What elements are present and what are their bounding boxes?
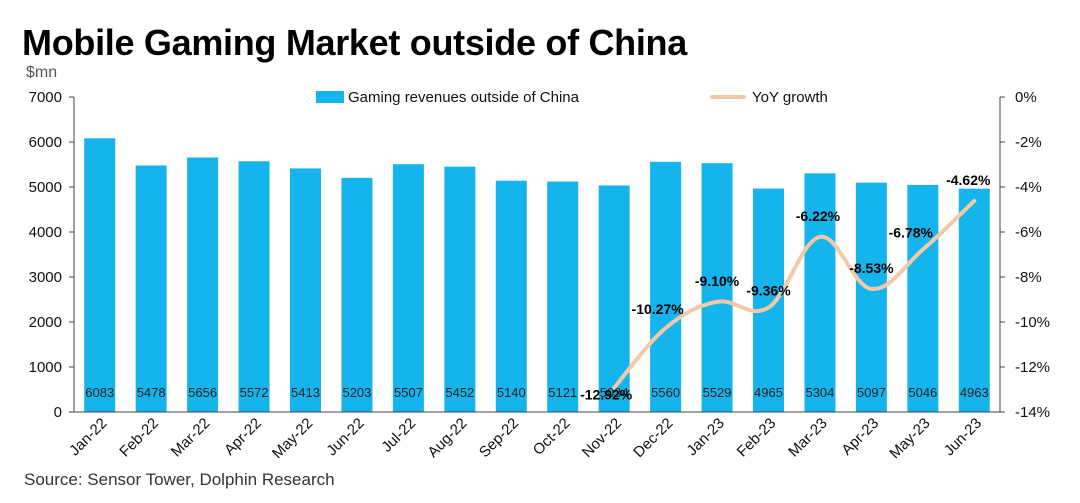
bar: [135, 165, 167, 412]
bar-value-label: 5560: [651, 385, 680, 400]
x-tick-label: May-22: [269, 415, 316, 462]
bar: [84, 138, 116, 412]
x-tick-label: May-23: [886, 415, 933, 462]
y-right-tick-label: -8%: [1015, 269, 1042, 286]
bar: [650, 161, 682, 412]
legend-bar-swatch: [316, 91, 344, 103]
y-axis-unit-label: $mn: [26, 64, 58, 81]
y-left-tick-label: 0: [54, 404, 62, 421]
line-layer: -12.92% -10.27% -9.10% -9.36% -6.22% -8.53% -6…: [580, 172, 991, 403]
x-tick-label: Aug-22: [424, 415, 470, 461]
x-tick-label: Feb-22: [116, 415, 162, 461]
bar: [907, 184, 939, 412]
bar-value-label: 6083: [85, 385, 114, 400]
yoy-point-label: -10.27%: [632, 301, 685, 317]
x-tick-label: Sep-22: [476, 415, 522, 461]
x-tick-label: Jun-22: [323, 415, 367, 459]
bar-value-label: 5529: [703, 385, 732, 400]
bar: [341, 177, 373, 412]
bar-value-label: 5034: [600, 385, 629, 400]
x-tick-label: Nov-22: [579, 415, 625, 461]
bar: [444, 166, 476, 412]
bar-value-label: 5478: [137, 385, 166, 400]
bar-value-label: 5507: [394, 385, 423, 400]
y-left-tick-label: 1000: [29, 359, 62, 376]
bar: [598, 185, 630, 412]
bar-value-label: 4965: [754, 385, 783, 400]
x-tick-label: Jan-23: [683, 415, 727, 459]
y-right-tick-label: -12%: [1015, 359, 1050, 376]
y-left-tick-label: 2000: [29, 314, 62, 331]
bar: [238, 161, 270, 412]
y-right-tick-label: -14%: [1015, 404, 1050, 421]
yoy-growth-line: [612, 198, 977, 390]
x-tick-label: Mar-22: [168, 415, 214, 461]
bar: [547, 181, 579, 412]
bar: [804, 173, 836, 412]
bar: [701, 163, 733, 412]
bar-value-label: 5046: [908, 385, 937, 400]
bar-value-label: 5121: [548, 385, 577, 400]
bars-layer: 6083 5478 5656 5572 5413 5203 5507 5452 5140 5121…: [84, 138, 990, 412]
x-tick-label: Apr-22: [221, 415, 265, 459]
bar: [290, 168, 321, 412]
yoy-point-label: -6.22%: [796, 208, 841, 224]
y-right-tick-label: -10%: [1015, 314, 1050, 331]
chart-title: Mobile Gaming Market outside of China: [22, 22, 687, 63]
bar-value-label: 5452: [445, 385, 474, 400]
y-left-tick-label: 3000: [29, 269, 62, 286]
bar: [187, 157, 219, 412]
yoy-point-label: -12.92%: [580, 387, 633, 403]
y-right-tick-label: -6%: [1015, 224, 1042, 241]
bar-value-label: 5140: [497, 385, 526, 400]
bar-value-label: 5413: [291, 385, 320, 400]
x-tick-label: Oct-22: [530, 415, 574, 459]
x-tick-label: Dec-22: [630, 415, 676, 461]
bar: [753, 188, 784, 412]
bar-value-label: 5304: [805, 385, 834, 400]
y-left-tick-label: 6000: [29, 134, 62, 151]
y-left-tick-label: 4000: [29, 224, 62, 241]
bar: [392, 164, 424, 412]
bar-value-label: 5097: [857, 385, 886, 400]
legend-bar-label: Gaming revenues outside of China: [348, 89, 580, 106]
yoy-point-label: -9.10%: [695, 273, 740, 289]
y-left-tick-label: 5000: [29, 179, 62, 196]
bar-value-label: 4963: [960, 385, 989, 400]
bar: [958, 188, 990, 412]
x-tick-label: Mar-23: [785, 415, 831, 461]
bar: [495, 180, 527, 412]
legend: Gaming revenues outside of China YoY grow…: [316, 89, 828, 106]
x-tick-label: Jul-22: [378, 415, 419, 456]
y-right-tick-label: 0%: [1015, 89, 1037, 106]
bar-value-label: 5203: [342, 385, 371, 400]
bar-value-label: 5656: [188, 385, 217, 400]
x-tick-label: Jun-23: [941, 415, 985, 459]
yoy-point-label: -9.36%: [746, 283, 791, 299]
bar-value-label: 5572: [240, 385, 269, 400]
bar: [855, 182, 887, 412]
y-right-tick-label: -2%: [1015, 134, 1042, 151]
legend-line-label: YoY growth: [752, 89, 828, 106]
yoy-point-label: -4.62%: [946, 172, 991, 188]
x-tick-label: Feb-23: [734, 415, 780, 461]
yoy-point-label: -6.78%: [889, 225, 934, 241]
y-left-tick-label: 7000: [29, 89, 62, 106]
yoy-point-label: -8.53%: [849, 260, 894, 276]
x-tick-label: Apr-23: [838, 415, 882, 459]
source-note: Source: Sensor Tower, Dolphin Research: [24, 470, 335, 489]
x-tick-label: Jan-22: [66, 415, 110, 459]
y-right-tick-label: -4%: [1015, 179, 1042, 196]
